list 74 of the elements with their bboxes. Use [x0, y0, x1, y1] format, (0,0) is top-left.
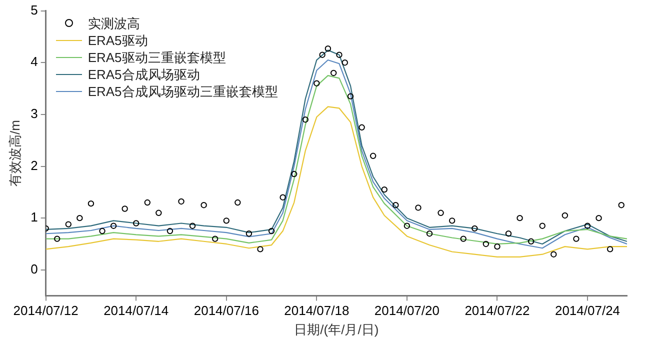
- point: [319, 52, 326, 58]
- point: [144, 199, 150, 206]
- point: [156, 210, 162, 216]
- point: [573, 236, 580, 242]
- y-tick-label: 3: [30, 106, 38, 122]
- point: [212, 236, 218, 242]
- point: [438, 210, 444, 216]
- point: [246, 230, 252, 237]
- legend-label: ERA5合成风场驱动三重嵌套模型: [88, 82, 278, 100]
- point: [596, 214, 602, 222]
- point: [392, 202, 399, 208]
- point: [290, 170, 298, 178]
- point: [99, 228, 106, 234]
- y-tick-label: 4: [30, 54, 38, 70]
- x-tick-label: 2014/07/14: [104, 303, 169, 318]
- point: [539, 222, 546, 229]
- point: [584, 222, 591, 229]
- point: [426, 230, 433, 237]
- x-axis-title: 日期/(年/月/日): [294, 322, 379, 337]
- point: [562, 212, 568, 219]
- x-tick-label: 2014/07/22: [464, 303, 530, 318]
- point: [54, 236, 60, 242]
- point: [472, 225, 478, 232]
- x-tick-label: 2014/07/20: [374, 303, 440, 318]
- point: [88, 200, 94, 207]
- point: [166, 228, 174, 234]
- point: [618, 202, 624, 208]
- x-tick-label: 2014/07/18: [284, 303, 350, 318]
- point: [65, 221, 72, 228]
- y-tick-label: 0: [30, 261, 38, 276]
- point: [178, 198, 184, 205]
- point: [370, 152, 376, 159]
- point: [347, 93, 354, 100]
- point: [342, 60, 348, 66]
- y-tick-label: 1: [30, 210, 38, 225]
- point: [550, 251, 557, 258]
- y-tick-label: 2: [30, 158, 38, 173]
- legend-label: ERA5驱动: [88, 32, 148, 49]
- point: [404, 222, 410, 229]
- legend-label: 实测波高: [88, 14, 140, 32]
- point: [200, 202, 207, 208]
- point: [122, 206, 128, 212]
- point: [415, 204, 422, 211]
- x-tick-label: 2014/07/16: [194, 303, 259, 318]
- point: [268, 228, 275, 234]
- y-tick-label: 5: [30, 2, 38, 18]
- x-tick-label: 2014/07/24: [554, 303, 620, 318]
- point: [460, 236, 466, 242]
- legend-label: ERA5驱动三重嵌套模型: [88, 48, 226, 66]
- point: [234, 199, 241, 206]
- point: [76, 214, 83, 222]
- point: [448, 218, 456, 224]
- point: [330, 70, 337, 76]
- point: [110, 222, 117, 229]
- point: [528, 238, 534, 244]
- legend-label: ERA5合成风场驱动: [88, 66, 200, 83]
- point: [314, 80, 320, 86]
- point: [324, 46, 332, 52]
- point: [606, 246, 614, 252]
- x-tick-label: 2014/07/12: [13, 303, 78, 318]
- point: [133, 220, 140, 226]
- point: [358, 124, 365, 130]
- point: [516, 214, 523, 222]
- point: [505, 230, 512, 237]
- point: [280, 194, 286, 200]
- point: [302, 116, 308, 123]
- point: [336, 52, 342, 58]
- point: [482, 240, 490, 248]
- point: [494, 243, 500, 250]
- point: [189, 222, 196, 229]
- point: [257, 246, 264, 252]
- point: [223, 218, 230, 224]
- y-axis-title: 有效波高/m: [7, 120, 22, 187]
- point: [381, 186, 388, 193]
